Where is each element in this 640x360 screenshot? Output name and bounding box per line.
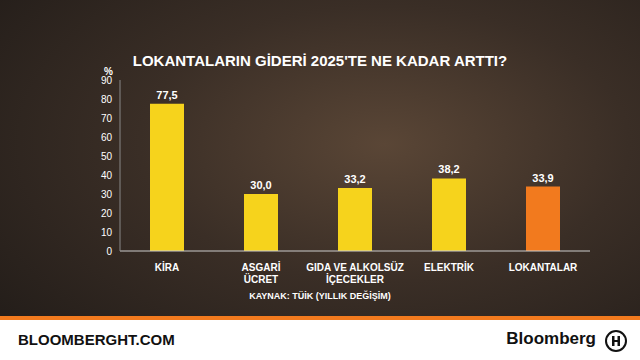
svg-text:80: 80	[101, 94, 113, 105]
svg-text:38,2: 38,2	[438, 163, 459, 175]
svg-text:77,5: 77,5	[156, 89, 177, 101]
svg-text:30,0: 30,0	[250, 179, 271, 191]
html-text:Bloomberg: Bloomberg	[506, 329, 596, 348]
svg-text:60: 60	[101, 132, 113, 143]
html-text:KAYNAK: TÜİK (YILLIK DEĞİŞİM): KAYNAK: TÜİK (YILLIK DEĞİŞİM)	[249, 291, 391, 301]
svg-text:KİRA: KİRA	[155, 261, 179, 273]
html-text:BLOOMBERGHT.COM: BLOOMBERGHT.COM	[18, 331, 175, 348]
svg-text:33,9: 33,9	[532, 172, 553, 184]
svg-text:70: 70	[101, 113, 113, 124]
svg-text:0: 0	[106, 246, 112, 257]
svg-text:20: 20	[101, 208, 113, 219]
svg-text:ASGARİÜCRET: ASGARİÜCRET	[242, 261, 281, 285]
svg-text:90: 90	[101, 75, 113, 86]
svg-text:GIDA VE ALKOLSÜZİÇECEKLER: GIDA VE ALKOLSÜZİÇECEKLER	[306, 261, 404, 285]
svg-text:50: 50	[101, 151, 113, 162]
svg-text:LOKANTALAR: LOKANTALAR	[509, 262, 578, 273]
svg-text:30: 30	[101, 189, 113, 200]
svg-text:10: 10	[101, 227, 113, 238]
svg-text:33,2: 33,2	[344, 173, 365, 185]
svg-text:40: 40	[101, 170, 113, 181]
html-text:LOKANTALARIN GİDERİ 2025'TE NE: LOKANTALARIN GİDERİ 2025'TE NE KADAR ART…	[132, 52, 508, 69]
svg-text:ELEKTRİK: ELEKTRİK	[424, 261, 475, 273]
